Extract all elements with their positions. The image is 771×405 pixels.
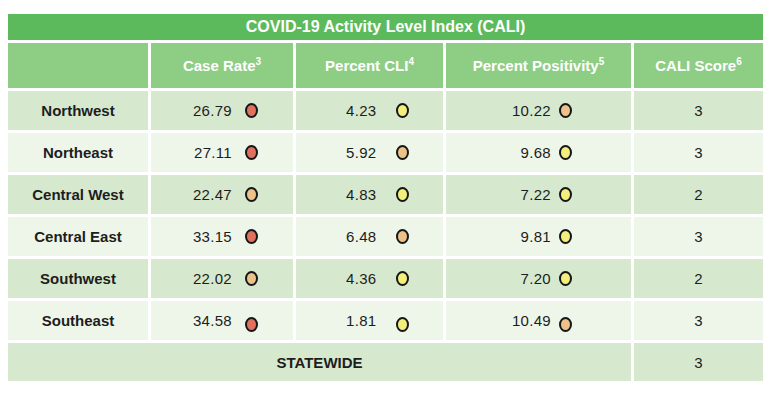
case-rate-cell: 27.11: [151, 133, 293, 172]
status-circle-icon: [559, 229, 572, 244]
status-circle-icon: [245, 187, 258, 202]
cali-score-cell: 3: [634, 133, 763, 172]
percent-cli-value: 4.83: [331, 186, 377, 203]
case-rate-cell: 33.15: [151, 217, 293, 256]
status-circle-icon: [245, 271, 258, 286]
status-circle-icon: [245, 317, 258, 332]
case-rate-cell: 26.79: [151, 91, 293, 130]
cali-score-cell: 3: [634, 91, 763, 130]
percent-positivity-cell: 10.22: [446, 91, 631, 130]
cali-score-cell: 3: [634, 301, 763, 340]
percent-positivity-cell: 7.20: [446, 259, 631, 298]
percent-positivity-cell: 9.68: [446, 133, 631, 172]
status-circle-icon: [559, 145, 572, 160]
percent-positivity-value: 9.81: [505, 228, 551, 245]
case-rate-cell: 22.02: [151, 259, 293, 298]
header-percent-cli-label: Percent CLI: [325, 57, 408, 74]
percent-positivity-value: 9.68: [505, 144, 551, 161]
cali-score-cell: 2: [634, 175, 763, 214]
status-circle-icon: [396, 103, 409, 118]
case-rate-value: 34.58: [186, 312, 232, 329]
region-name: Southwest: [8, 259, 148, 298]
case-rate-cell: 22.47: [151, 175, 293, 214]
cali-score-cell: 3: [634, 217, 763, 256]
status-circle-icon: [559, 187, 572, 202]
percent-cli-cell: 4.23: [296, 91, 443, 130]
header-cali-score-label: CALI Score: [655, 57, 736, 74]
header-percent-cli: Percent CLI4: [296, 43, 443, 88]
cali-table: COVID-19 Activity Level Index (CALI) Cas…: [8, 14, 763, 381]
region-name: Southeast: [8, 301, 148, 340]
percent-cli-cell: 4.36: [296, 259, 443, 298]
statewide-cali-score: 3: [634, 343, 763, 381]
status-circle-icon: [396, 229, 409, 244]
case-rate-value: 22.02: [186, 270, 232, 287]
region-name: Northeast: [8, 133, 148, 172]
header-region-blank: [8, 43, 148, 88]
case-rate-value: 22.47: [186, 186, 232, 203]
header-percent-positivity: Percent Positivity5: [446, 43, 631, 88]
percent-cli-value: 1.81: [331, 312, 377, 329]
header-cali-score: CALI Score6: [634, 43, 763, 88]
case-rate-cell: 34.58: [151, 301, 293, 340]
status-circle-icon: [559, 103, 572, 118]
status-circle-icon: [396, 271, 409, 286]
percent-cli-value: 4.23: [331, 102, 377, 119]
percent-cli-cell: 4.83: [296, 175, 443, 214]
region-name: Central East: [8, 217, 148, 256]
header-case-rate-label: Case Rate: [183, 57, 256, 74]
percent-positivity-value: 10.22: [505, 102, 551, 119]
percent-cli-cell: 5.92: [296, 133, 443, 172]
cali-score-cell: 2: [634, 259, 763, 298]
percent-positivity-cell: 9.81: [446, 217, 631, 256]
status-circle-icon: [396, 317, 409, 332]
status-circle-icon: [559, 271, 572, 286]
table-title: COVID-19 Activity Level Index (CALI): [8, 14, 763, 40]
case-rate-value: 33.15: [186, 228, 232, 245]
region-name: Central West: [8, 175, 148, 214]
header-percent-positivity-label: Percent Positivity: [473, 57, 599, 74]
header-case-rate: Case Rate3: [151, 43, 293, 88]
percent-positivity-cell: 10.49: [446, 301, 631, 340]
percent-positivity-value: 7.22: [505, 186, 551, 203]
status-circle-icon: [396, 145, 409, 160]
case-rate-value: 27.11: [186, 144, 232, 161]
percent-cli-cell: 6.48: [296, 217, 443, 256]
percent-cli-cell: 1.81: [296, 301, 443, 340]
status-circle-icon: [396, 187, 409, 202]
percent-cli-value: 6.48: [331, 228, 377, 245]
percent-cli-value: 5.92: [331, 144, 377, 161]
case-rate-value: 26.79: [186, 102, 232, 119]
percent-cli-value: 4.36: [331, 270, 377, 287]
status-circle-icon: [245, 229, 258, 244]
percent-positivity-value: 10.49: [505, 312, 551, 329]
statewide-label: STATEWIDE: [8, 343, 631, 381]
region-name: Northwest: [8, 91, 148, 130]
status-circle-icon: [245, 103, 258, 118]
status-circle-icon: [559, 317, 572, 332]
percent-positivity-value: 7.20: [505, 270, 551, 287]
percent-positivity-cell: 7.22: [446, 175, 631, 214]
status-circle-icon: [245, 145, 258, 160]
